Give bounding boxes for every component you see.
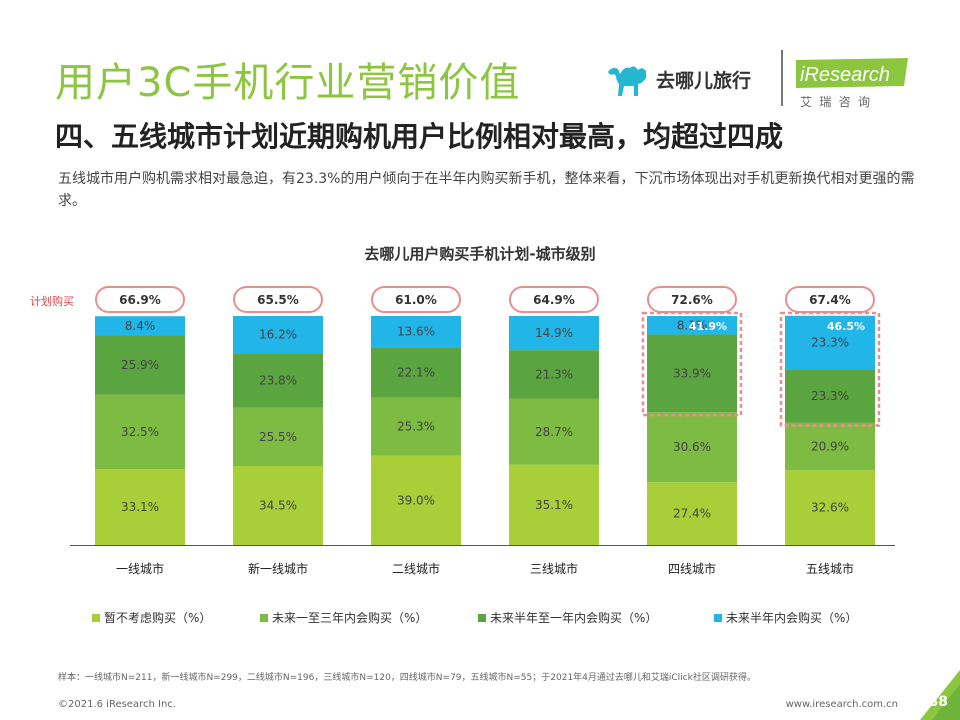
- plan-total-label: 65.5%: [257, 293, 299, 307]
- data-label: 28.7%: [535, 425, 573, 439]
- page-number: 88: [928, 694, 948, 710]
- data-label: 30.6%: [673, 440, 711, 454]
- data-label: 25.9%: [121, 358, 159, 372]
- legend-swatch: [714, 614, 722, 622]
- bar-segment: [647, 334, 737, 413]
- data-label: 32.6%: [811, 501, 849, 515]
- bar-segment: [647, 316, 737, 335]
- data-label: 13.6%: [397, 325, 435, 339]
- plan-label: 计划购买: [30, 294, 74, 308]
- data-label: 22.1%: [397, 365, 435, 379]
- page-title: 用户3C手机行业营销价值: [55, 60, 521, 106]
- plan-total-pill: [233, 286, 323, 313]
- data-label: 35.1%: [535, 498, 573, 512]
- bar-segment: [95, 394, 185, 470]
- legend-label: 未来半年至一年内会购买（%）: [490, 610, 657, 625]
- bar-segment: [371, 397, 461, 456]
- iresearch-logo-text: iResearch: [800, 64, 890, 86]
- plan-total-label: 66.9%: [119, 293, 161, 307]
- data-label: 33.1%: [121, 500, 159, 514]
- plan-total-label: 67.4%: [809, 293, 851, 307]
- data-label: 25.3%: [397, 420, 435, 434]
- plan-total-label: 72.6%: [671, 293, 713, 307]
- plan-total-label: 64.9%: [533, 293, 575, 307]
- sample-footnote: 样本：一线城市N=211，新一线城市N=299，二线城市N=196，三线城市N=…: [58, 673, 756, 683]
- data-label: 25.5%: [259, 430, 297, 444]
- plan-total-pill: [371, 286, 461, 313]
- highlight-total-label: 41.9%: [689, 320, 727, 333]
- bar-segment: [95, 316, 185, 336]
- data-label: 23.8%: [259, 373, 297, 387]
- bar-segment: [509, 464, 599, 545]
- category-tick-label: 三线城市: [530, 561, 578, 576]
- bar-segment: [509, 350, 599, 399]
- bar-segment: [95, 469, 185, 545]
- category-tick-label: 四线城市: [668, 561, 716, 576]
- legend-label: 暂不考虑购买（%）: [104, 610, 211, 625]
- bar-segment: [509, 316, 599, 351]
- copyright: ©2021.6 iResearch Inc.: [58, 699, 176, 710]
- bar-segment: [785, 422, 875, 471]
- legend-swatch: [260, 614, 268, 622]
- bar-segment: [647, 412, 737, 483]
- bar-segment: [233, 353, 323, 408]
- data-label: 34.5%: [259, 498, 297, 512]
- bar-segment: [785, 369, 875, 423]
- legend-label: 未来半年内会购买（%）: [726, 610, 857, 625]
- data-label: 14.9%: [535, 326, 573, 340]
- bar-segment: [233, 465, 323, 545]
- category-tick-label: 新一线城市: [248, 561, 308, 576]
- data-label: 27.4%: [673, 507, 711, 521]
- chart-title: 去哪儿用户购买手机计划-城市级别: [364, 245, 595, 263]
- legend-swatch: [92, 614, 100, 622]
- data-label: 33.9%: [673, 366, 711, 380]
- page-subtitle: 四、五线城市计划近期购机用户比例相对最高，均超过四成: [55, 120, 784, 153]
- bar-segment: [785, 470, 875, 545]
- data-label: 8.1%: [677, 318, 708, 332]
- data-label: 23.3%: [811, 335, 849, 349]
- iresearch-badge-icon: [796, 58, 908, 88]
- corner-decoration: [920, 670, 960, 720]
- bar-segment: [233, 407, 323, 466]
- data-label: 39.0%: [397, 493, 435, 507]
- plan-total-pill: [509, 286, 599, 313]
- bar-segment: [371, 316, 461, 348]
- data-label: 21.3%: [535, 368, 573, 382]
- chart-area: 去哪儿用户购买手机计划-城市级别计划购买 33.1% 32.5% 25.9% 8.4% 6…: [0, 235, 960, 645]
- data-label: 8.4%: [125, 319, 156, 333]
- highlight-box: [641, 311, 743, 417]
- iresearch-cn-text: 艾 瑞 咨 询: [800, 94, 872, 109]
- data-label: 16.2%: [259, 328, 297, 342]
- qunar-logo-text: 去哪儿旅行: [656, 69, 751, 92]
- logo-divider: [781, 50, 783, 106]
- data-label: 32.5%: [121, 425, 159, 439]
- camel-icon: [608, 66, 646, 96]
- website-link[interactable]: www.iresearch.com.cn: [785, 699, 898, 710]
- bar-segment: [647, 482, 737, 545]
- legend-label: 未来一至三年内会购买（%）: [272, 610, 427, 625]
- qunar-logo: 去哪儿旅行: [608, 66, 751, 96]
- bar-segment: [233, 316, 323, 354]
- legend-swatch: [478, 614, 486, 622]
- category-tick-label: 五线城市: [806, 561, 854, 576]
- page-description: 五线城市用户购机需求相对最急迫，有23.3%的用户倾向于在半年内购买新手机，整体…: [58, 171, 915, 209]
- plan-total-pill: [95, 286, 185, 313]
- category-tick-label: 二线城市: [392, 561, 440, 576]
- bar-segment: [95, 335, 185, 395]
- plan-total-label: 61.0%: [395, 293, 437, 307]
- bar-segment: [371, 455, 461, 545]
- bar-segment: [785, 315, 875, 370]
- iresearch-logo: iResearch 艾 瑞 咨 询: [796, 58, 908, 109]
- bar-segment: [371, 347, 461, 398]
- data-label: 20.9%: [811, 439, 849, 453]
- highlight-total-label: 46.5%: [827, 320, 865, 333]
- data-label: 23.3%: [811, 389, 849, 403]
- category-tick-label: 一线城市: [116, 561, 164, 576]
- highlight-box: [779, 311, 881, 427]
- bar-segment: [509, 398, 599, 465]
